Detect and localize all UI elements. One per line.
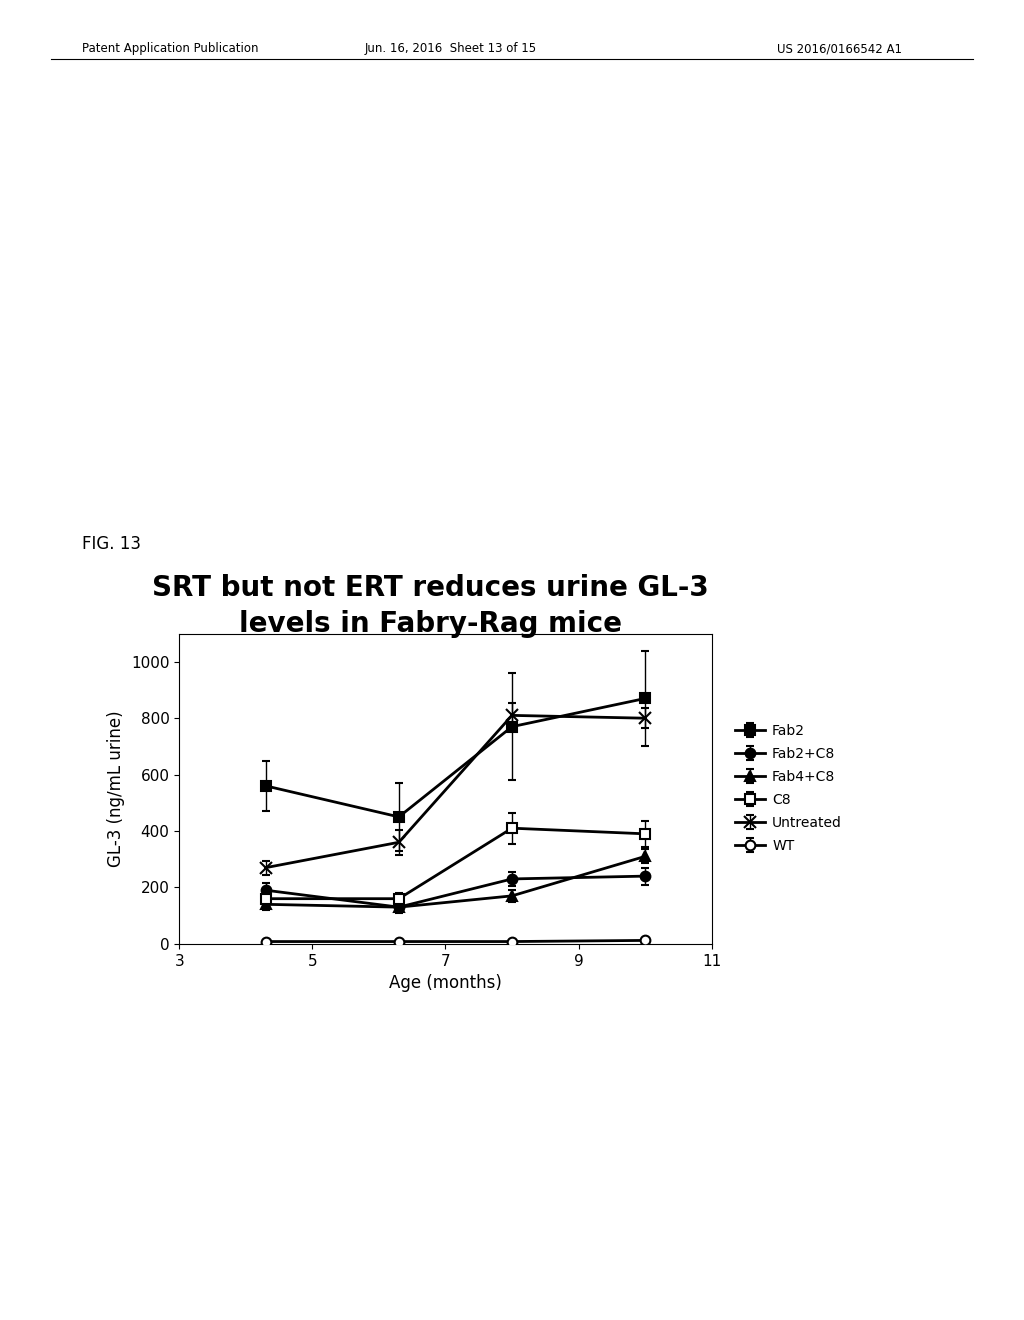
Text: levels in Fabry-Rag mice: levels in Fabry-Rag mice <box>239 610 622 638</box>
Legend: Fab2, Fab2+C8, Fab4+C8, C8, Untreated, WT: Fab2, Fab2+C8, Fab4+C8, C8, Untreated, W… <box>734 725 842 853</box>
X-axis label: Age (months): Age (months) <box>389 974 502 993</box>
Y-axis label: GL-3 (ng/mL urine): GL-3 (ng/mL urine) <box>108 710 125 867</box>
Text: Patent Application Publication: Patent Application Publication <box>82 42 258 55</box>
Text: US 2016/0166542 A1: US 2016/0166542 A1 <box>777 42 902 55</box>
Text: SRT but not ERT reduces urine GL-3: SRT but not ERT reduces urine GL-3 <box>152 574 709 602</box>
Text: FIG. 13: FIG. 13 <box>82 535 141 553</box>
Text: Jun. 16, 2016  Sheet 13 of 15: Jun. 16, 2016 Sheet 13 of 15 <box>365 42 537 55</box>
